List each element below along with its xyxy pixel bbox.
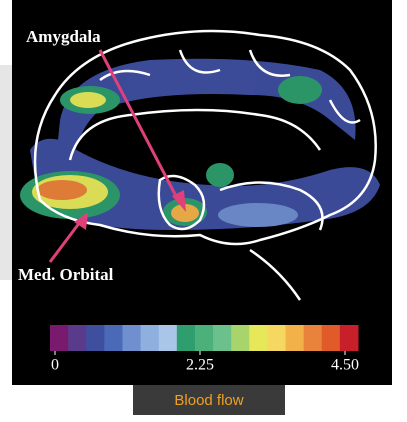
colorbar-swatch bbox=[303, 325, 323, 351]
colorbar-swatch bbox=[267, 325, 287, 351]
tick-label: 4.50 bbox=[331, 357, 359, 374]
colorbar-swatch bbox=[249, 325, 268, 351]
region-label: Amygdala bbox=[26, 27, 101, 46]
caption-box bbox=[133, 385, 285, 415]
pointer-arrows bbox=[48, 49, 186, 263]
colorbar-swatch bbox=[339, 325, 359, 351]
colorbar-swatch bbox=[50, 325, 69, 351]
colorbar-swatch bbox=[231, 325, 250, 351]
tick-label: 2.25 bbox=[186, 357, 214, 374]
colorbar-swatch bbox=[86, 325, 105, 351]
colorbar-swatch bbox=[321, 325, 341, 351]
activity-map bbox=[20, 58, 380, 230]
region-label: Med. Orbital bbox=[18, 265, 114, 284]
caption: Blood flow bbox=[174, 392, 243, 409]
colorbar-swatch bbox=[104, 325, 123, 351]
colorbar-swatch bbox=[176, 325, 196, 351]
side-panel bbox=[0, 65, 14, 280]
colorbar-swatch bbox=[140, 325, 160, 351]
tick-label: 0 bbox=[51, 357, 59, 374]
colorbar-swatch bbox=[68, 325, 87, 351]
colorbar-swatch bbox=[285, 325, 305, 351]
colorbar-swatch bbox=[122, 325, 142, 351]
colorbar-swatch bbox=[194, 325, 214, 351]
colorbar-swatch bbox=[213, 325, 232, 351]
colorbar-swatch bbox=[158, 325, 178, 351]
colorbar: 0 2.25 4.50 bbox=[50, 325, 359, 374]
brain-outline bbox=[33, 29, 377, 301]
